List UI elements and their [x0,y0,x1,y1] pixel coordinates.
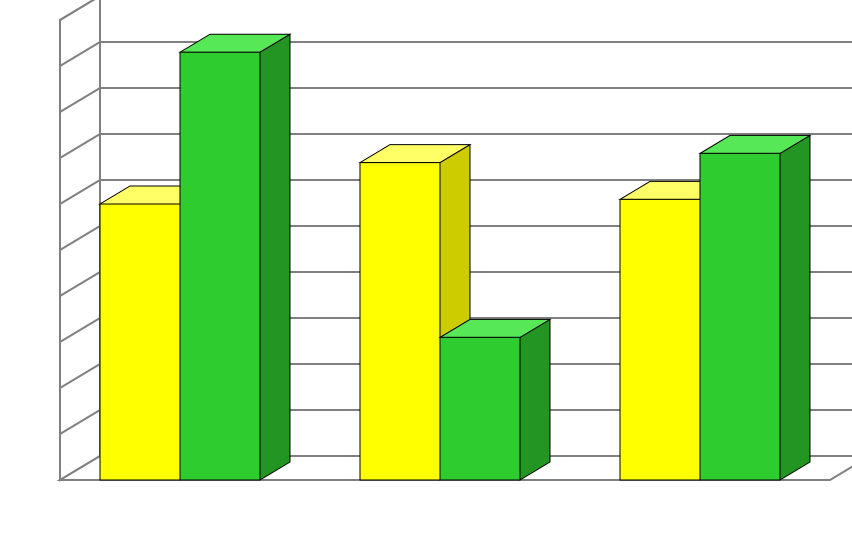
chart-canvas [0,0,852,532]
bar-side [780,135,810,480]
bar-front [180,52,260,480]
bar-side [520,319,550,480]
bar-front [360,163,440,480]
bar-front [700,153,780,480]
bar-chart-3d [0,0,852,532]
bar-side [260,34,290,480]
bar-front [100,204,180,480]
bar-front [620,199,700,480]
left-wall [60,0,100,480]
bar-front [440,337,520,480]
